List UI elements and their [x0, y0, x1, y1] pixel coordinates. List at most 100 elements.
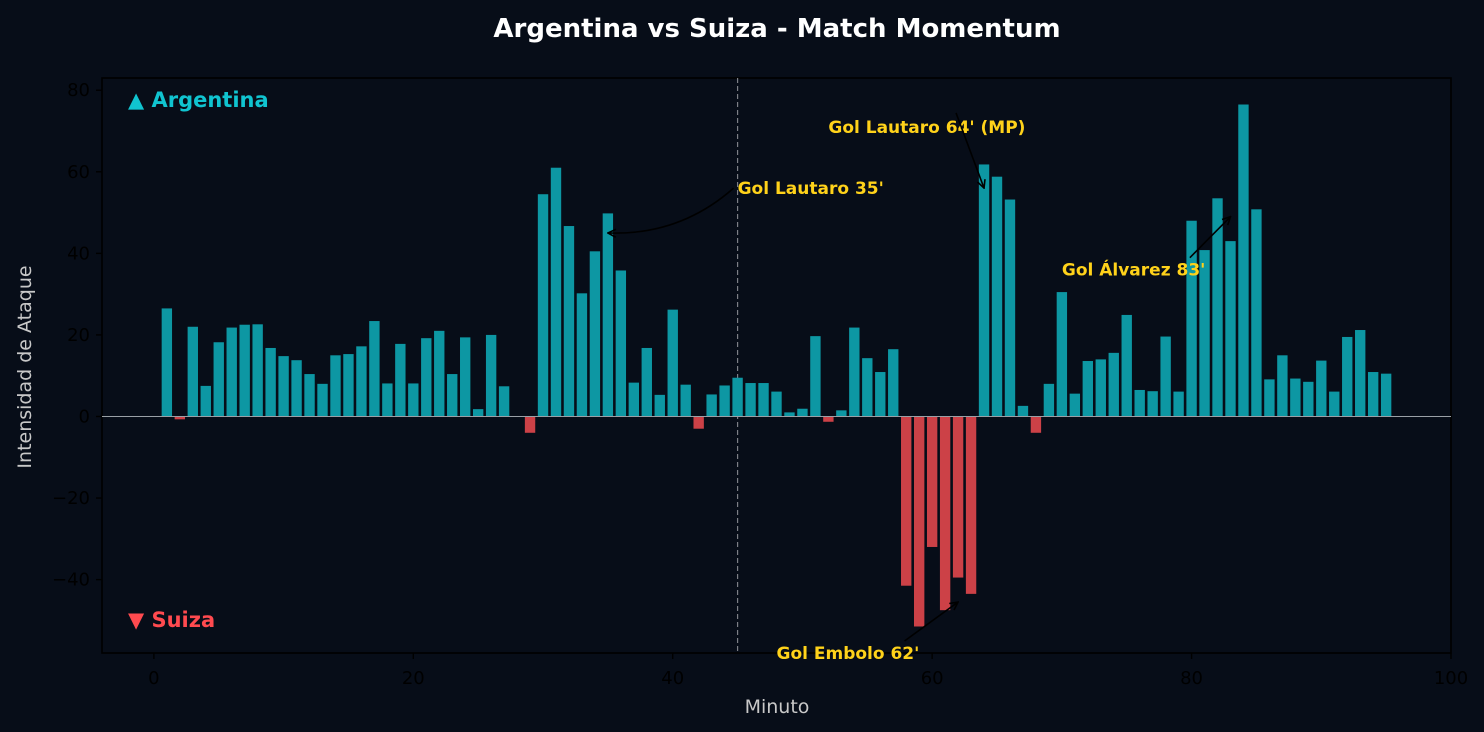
bar-minute-16	[356, 346, 367, 417]
bar-minute-66	[1004, 199, 1016, 417]
bar-minute-24	[460, 337, 471, 417]
bar-minute-3	[187, 326, 198, 417]
bar-minute-88	[1290, 378, 1301, 417]
bar-minute-32	[563, 226, 575, 417]
bar-minute-64	[978, 164, 990, 417]
bar-minute-77	[1147, 391, 1158, 417]
bar-minute-5	[213, 342, 224, 417]
bar-minute-26	[485, 334, 497, 417]
bar-minute-76	[1134, 389, 1145, 417]
x-tick-label-100: 100	[1434, 668, 1468, 689]
bar-minute-45	[732, 377, 743, 417]
bar-minute-68	[1030, 416, 1042, 433]
bar-minute-25	[472, 409, 484, 417]
bar-minute-43	[706, 394, 717, 417]
x-tick-label-0: 0	[148, 668, 159, 689]
bar-minute-56	[875, 372, 886, 417]
y-tick-label-0: 0	[79, 406, 90, 427]
bar-minute-19	[395, 343, 406, 417]
annotation-label-2: Gol Embolo 62'	[777, 644, 920, 664]
bar-minute-65	[991, 176, 1003, 417]
bar-minute-60	[926, 416, 938, 547]
y-tick-label-40: 40	[67, 243, 90, 264]
bar-minute-57	[888, 349, 899, 417]
bar-minute-14	[330, 355, 341, 417]
bar-minute-74	[1108, 352, 1119, 417]
bar-minute-55	[862, 358, 873, 417]
bars	[161, 104, 1392, 627]
x-tick-label-40: 40	[661, 668, 684, 689]
y-tick-label-20: 20	[67, 325, 90, 346]
bar-minute-52	[823, 416, 834, 422]
bar-minute-58	[901, 416, 912, 586]
bar-minute-8	[252, 324, 263, 417]
bar-minute-2	[174, 416, 186, 420]
bar-minute-34	[589, 251, 601, 417]
bar-minute-49	[784, 412, 795, 417]
bar-minute-10	[278, 356, 289, 417]
annotation-label-4: Gol Álvarez 83'	[1062, 259, 1206, 281]
y-tick-label--40: −40	[52, 570, 90, 591]
bar-minute-18	[382, 383, 393, 417]
bar-minute-78	[1160, 336, 1171, 417]
chart-title: Argentina vs Suiza - Match Momentum	[493, 14, 1060, 44]
bar-minute-69	[1043, 383, 1055, 417]
bar-minute-15	[343, 354, 354, 417]
bar-minute-11	[291, 360, 302, 417]
annotation-arrow-4	[1189, 217, 1231, 259]
bar-minute-79	[1173, 391, 1184, 417]
bar-minute-84	[1238, 104, 1249, 417]
bar-minute-17	[369, 321, 380, 417]
bar-minute-51	[810, 336, 821, 417]
bar-minute-36	[615, 270, 627, 417]
bar-minute-93	[1355, 330, 1366, 417]
bar-minute-41	[680, 384, 691, 417]
bar-minute-23	[447, 374, 458, 417]
bar-minute-91	[1329, 391, 1340, 417]
bar-minute-53	[836, 410, 847, 417]
bar-minute-62	[952, 416, 964, 578]
y-tick-label--20: −20	[52, 488, 90, 509]
bar-minute-30	[537, 194, 549, 417]
bar-minute-6	[226, 327, 237, 417]
bar-minute-95	[1380, 373, 1392, 417]
y-axis-label: Intensidad de Ataque	[14, 265, 36, 468]
bar-minute-63	[965, 416, 977, 594]
bar-minute-27	[498, 386, 510, 417]
annotation-label-1: Gol Lautaro 35'	[738, 179, 884, 199]
annotation-arrow-2	[904, 602, 959, 642]
x-axis-label: Minuto	[745, 696, 810, 718]
bar-minute-71	[1069, 393, 1081, 417]
y-axis: −40 −20 0 20 40 60 80	[52, 80, 102, 591]
bar-minute-38	[641, 347, 652, 417]
x-tick-label-60: 60	[921, 668, 944, 689]
legend-suiza: ▼ Suiza	[128, 608, 215, 632]
bar-minute-7	[239, 324, 250, 417]
bar-minute-85	[1251, 209, 1262, 417]
bar-minute-37	[628, 382, 640, 417]
x-tick-label-20: 20	[402, 668, 425, 689]
bar-minute-9	[265, 347, 276, 417]
bar-minute-33	[576, 293, 588, 417]
x-tick-label-80: 80	[1180, 668, 1203, 689]
bar-minute-86	[1264, 379, 1275, 417]
x-axis: 0 20 40 60 80 100	[148, 653, 1468, 689]
bar-minute-81	[1199, 250, 1210, 417]
bar-minute-67	[1017, 405, 1029, 417]
bar-minute-21	[421, 338, 432, 417]
bar-minute-22	[434, 330, 445, 417]
annotation-arrow-3	[955, 112, 984, 188]
bar-minute-48	[771, 391, 782, 417]
bar-minute-70	[1056, 292, 1068, 417]
bar-minute-44	[719, 385, 730, 417]
bar-minute-61	[939, 416, 951, 611]
bar-minute-83	[1225, 241, 1236, 417]
bar-minute-35	[602, 213, 614, 417]
bar-minute-29	[524, 416, 536, 433]
bar-minute-90	[1316, 360, 1327, 417]
bar-minute-87	[1277, 355, 1288, 417]
bar-minute-59	[913, 416, 925, 627]
bar-minute-92	[1342, 336, 1353, 417]
bar-minute-75	[1121, 314, 1132, 417]
